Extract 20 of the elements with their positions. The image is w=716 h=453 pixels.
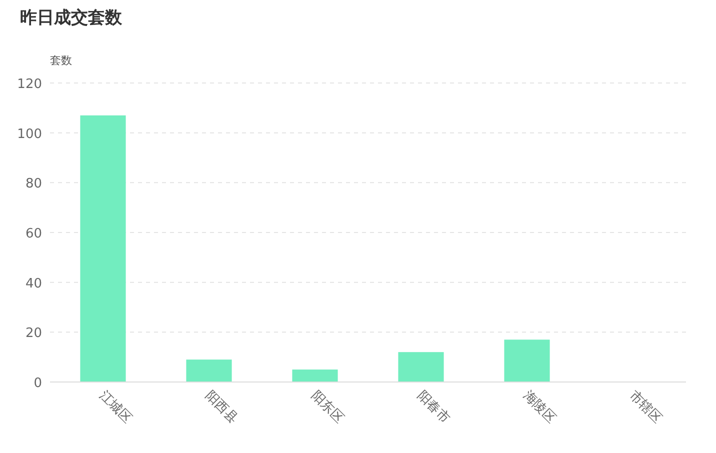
y-tick-label: 40	[25, 276, 42, 292]
x-tick-label: 海陵区	[520, 388, 558, 426]
x-tick-label: 阳东区	[308, 388, 346, 426]
y-tick-label: 0	[34, 376, 42, 391]
x-tick-label: 市辖区	[626, 388, 664, 426]
y-axis-title: 套数	[50, 54, 72, 67]
y-tick-label: 20	[25, 326, 42, 342]
bar	[398, 352, 444, 382]
bar	[504, 340, 550, 382]
y-tick-label: 80	[25, 176, 42, 192]
x-tick-label: 阳西县	[202, 388, 240, 426]
bar	[292, 370, 338, 382]
bar	[80, 115, 126, 382]
bar	[186, 360, 232, 382]
y-tick-label: 100	[17, 126, 42, 142]
x-tick-label: 阳春市	[414, 388, 452, 426]
x-tick-label: 江城区	[96, 388, 134, 426]
y-tick-label: 120	[17, 77, 42, 92]
y-tick-label: 60	[25, 226, 42, 242]
chart-title: 昨日成交套数	[20, 8, 123, 28]
